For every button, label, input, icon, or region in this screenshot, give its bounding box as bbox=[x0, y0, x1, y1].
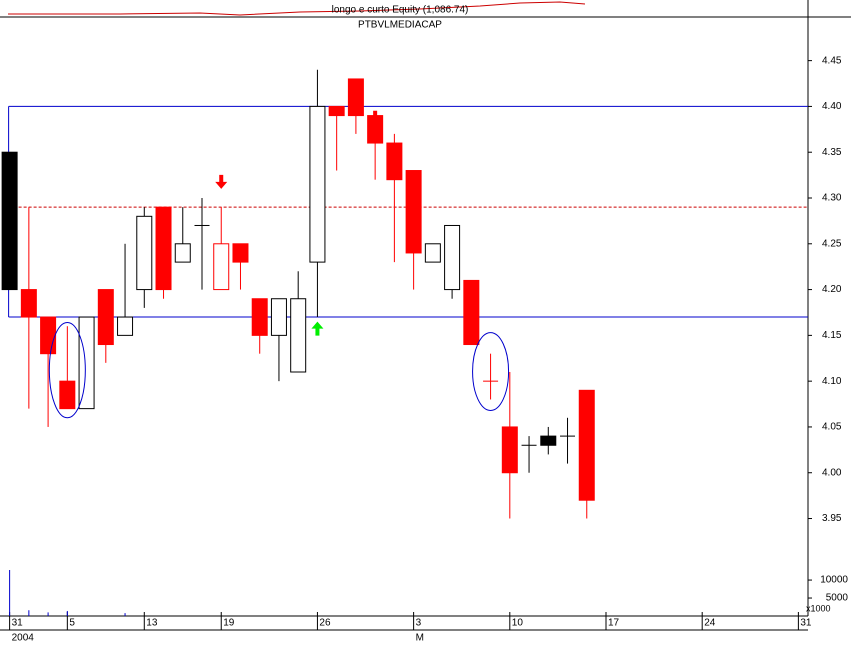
candle-body bbox=[444, 224, 461, 291]
signal-arrow bbox=[369, 110, 382, 125]
x-tick-label: 31 bbox=[12, 618, 24, 629]
y-tick-label: 4.05 bbox=[822, 422, 842, 433]
candle-body bbox=[501, 426, 518, 474]
x-tick-label: 31 bbox=[800, 618, 812, 629]
y-tick-label: 4.40 bbox=[822, 101, 842, 112]
y-tick-label: 3.95 bbox=[822, 513, 842, 524]
x-tick-label-secondary: 2004 bbox=[12, 633, 35, 644]
candle-body bbox=[232, 243, 249, 263]
candle-body bbox=[117, 316, 134, 336]
candle-body bbox=[270, 298, 287, 336]
volume-tick-label: 10000 bbox=[820, 575, 848, 586]
volume-unit: x1000 bbox=[806, 603, 831, 613]
candle-body bbox=[40, 316, 57, 355]
y-tick-label: 4.30 bbox=[822, 193, 842, 204]
x-tick-label: 5 bbox=[69, 618, 75, 629]
chart-title: longo e curto Equity (1,086.74) bbox=[332, 5, 469, 16]
x-tick-label: 17 bbox=[608, 618, 620, 629]
candle-body bbox=[136, 215, 153, 291]
candle-body bbox=[424, 243, 441, 263]
y-tick-label: 4.10 bbox=[822, 376, 842, 387]
candle-body bbox=[328, 105, 345, 117]
candle-body bbox=[20, 289, 37, 318]
volume-tick-label: 5000 bbox=[826, 593, 849, 604]
candle-body bbox=[213, 243, 230, 291]
y-tick-label: 4.45 bbox=[822, 55, 842, 66]
candle-body bbox=[290, 298, 307, 373]
candle-body bbox=[386, 142, 403, 181]
annotation-ellipse bbox=[472, 332, 510, 411]
x-tick-label: 24 bbox=[704, 618, 716, 629]
x-tick-label-secondary: M bbox=[416, 633, 424, 644]
y-tick-label: 4.25 bbox=[822, 238, 842, 249]
signal-arrow bbox=[311, 321, 324, 336]
candle-body bbox=[78, 316, 95, 410]
candle-body bbox=[1, 151, 18, 291]
candle-body bbox=[155, 206, 172, 291]
candle-body bbox=[251, 298, 268, 336]
y-tick-label: 4.20 bbox=[822, 284, 842, 295]
x-tick-label: 10 bbox=[512, 618, 524, 629]
x-tick-label: 13 bbox=[146, 618, 158, 629]
x-tick-label: 3 bbox=[416, 618, 422, 629]
annotation-ellipse bbox=[48, 322, 86, 419]
candle-body bbox=[463, 279, 480, 346]
signal-arrow bbox=[215, 174, 228, 189]
candle-body bbox=[578, 389, 595, 501]
y-tick-label: 4.15 bbox=[822, 330, 842, 341]
candle-body bbox=[174, 243, 191, 263]
y-tick-label: 4.00 bbox=[822, 467, 842, 478]
chart-subtitle: PTBVLMEDIACAP bbox=[358, 20, 442, 31]
candle-body bbox=[97, 289, 114, 346]
x-tick-label: 19 bbox=[223, 618, 235, 629]
candle-body bbox=[540, 435, 557, 446]
candle-body bbox=[59, 380, 76, 410]
candle-body bbox=[347, 78, 364, 117]
y-tick-label: 4.35 bbox=[822, 147, 842, 158]
equity-line bbox=[8, 1, 586, 16]
candle-body bbox=[309, 105, 326, 263]
x-tick-label: 26 bbox=[319, 618, 331, 629]
candle-body bbox=[405, 170, 422, 254]
